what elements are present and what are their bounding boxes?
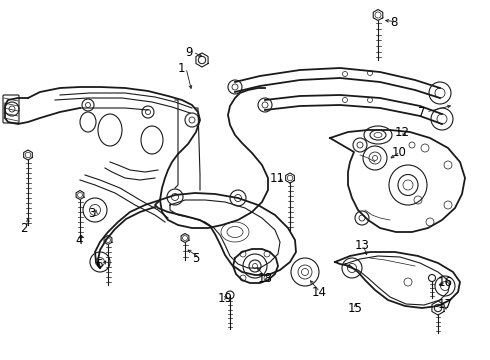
Text: 18: 18 <box>258 271 273 284</box>
Text: 5: 5 <box>192 252 199 265</box>
Text: 16: 16 <box>438 275 453 288</box>
Text: 4: 4 <box>75 234 82 247</box>
Text: 8: 8 <box>390 15 397 28</box>
Text: 19: 19 <box>218 292 233 305</box>
Text: 7: 7 <box>418 105 425 118</box>
Text: 3: 3 <box>88 207 96 220</box>
Text: 9: 9 <box>185 45 193 59</box>
Text: 12: 12 <box>395 126 410 139</box>
Text: 6: 6 <box>95 258 102 271</box>
Text: 10: 10 <box>392 145 407 158</box>
Text: 14: 14 <box>312 285 327 298</box>
Text: 15: 15 <box>348 302 363 315</box>
Text: 2: 2 <box>20 221 27 234</box>
Text: 13: 13 <box>355 239 370 252</box>
Text: 1: 1 <box>178 62 186 75</box>
Text: 17: 17 <box>438 298 453 311</box>
Text: 11: 11 <box>270 171 285 185</box>
